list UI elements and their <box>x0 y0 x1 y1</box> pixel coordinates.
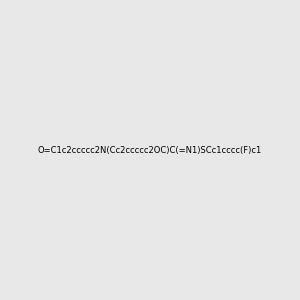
Text: O=C1c2ccccc2N(Cc2ccccc2OC)C(=N1)SCc1cccc(F)c1: O=C1c2ccccc2N(Cc2ccccc2OC)C(=N1)SCc1cccc… <box>38 146 262 154</box>
